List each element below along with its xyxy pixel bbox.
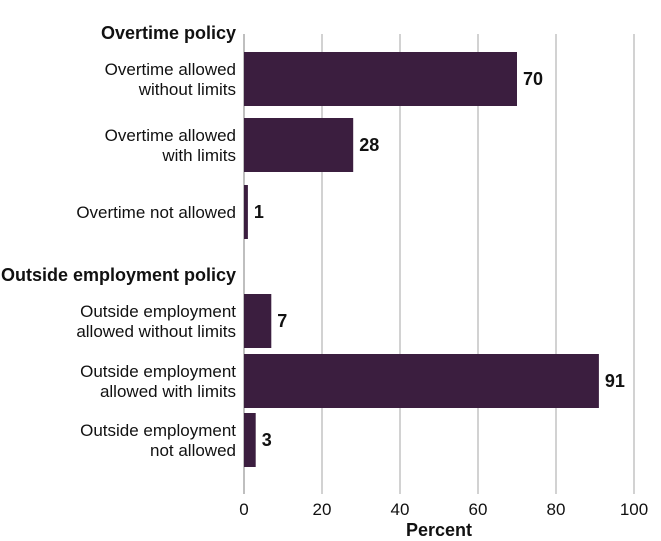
category-label: Overtime allowed with limits	[105, 126, 236, 165]
category-label-line: Outside employment	[80, 302, 236, 321]
x-tick-label: 60	[469, 500, 488, 519]
data-label: 70	[523, 69, 543, 89]
x-axis-title: Percent	[406, 520, 472, 540]
category-label-line: allowed without limits	[76, 322, 236, 341]
group-label: Overtime policy	[101, 23, 236, 43]
bar	[244, 118, 354, 172]
x-tick-label: 40	[391, 500, 410, 519]
category-label: Outside employment not allowed	[80, 421, 236, 460]
x-tick-label: 0	[239, 500, 248, 519]
data-label: 3	[262, 430, 272, 450]
category-label: Outside employment allowed with limits	[80, 362, 236, 401]
category-label-line: with limits	[161, 146, 236, 165]
x-tick-label: 80	[547, 500, 566, 519]
bar	[244, 354, 599, 408]
category-label: Outside employment allowed without limits	[76, 302, 236, 341]
category-label-line: without limits	[138, 80, 236, 99]
category-label: Overtime not allowed	[76, 203, 236, 222]
category-label-line: Outside employment	[80, 421, 236, 440]
bar	[244, 52, 517, 106]
bar	[244, 413, 256, 467]
category-label-line: not allowed	[150, 441, 236, 460]
x-tick-label: 100	[620, 500, 648, 519]
data-label: 91	[605, 371, 625, 391]
data-label: 28	[359, 135, 379, 155]
bar	[244, 294, 272, 348]
bar	[244, 185, 248, 239]
category-label-line: allowed with limits	[100, 382, 236, 401]
category-label-line: Overtime allowed	[105, 126, 236, 145]
data-label: 1	[254, 202, 264, 222]
bars: 70 28 1 7 91 3	[244, 52, 625, 467]
data-label: 7	[277, 311, 287, 331]
x-axis-ticks: 0 20 40 60 80 100	[239, 500, 648, 519]
category-label: Overtime allowed without limits	[105, 60, 236, 99]
group-label: Outside employment policy	[1, 265, 236, 285]
category-label-line: Outside employment	[80, 362, 236, 381]
category-label-line: Overtime not allowed	[76, 203, 236, 222]
category-label-line: Overtime allowed	[105, 60, 236, 79]
x-tick-label: 20	[313, 500, 332, 519]
